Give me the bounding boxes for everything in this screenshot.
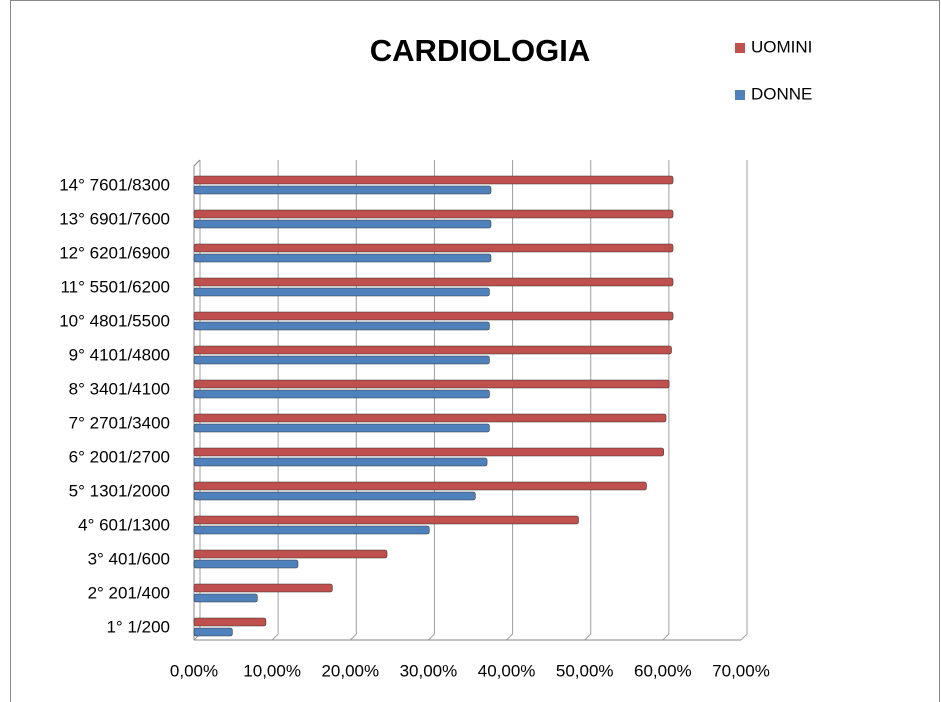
y-tick-label: 11° 5501/6200 — [60, 277, 170, 296]
y-tick-label: 3° 401/600 — [88, 549, 170, 568]
y-tick-label: 14° 7601/8300 — [59, 175, 170, 194]
bar — [193, 627, 233, 637]
x-tick-label: 20,00% — [321, 661, 379, 680]
bar — [193, 175, 674, 185]
bar — [193, 491, 476, 501]
y-tick-label: 2° 201/400 — [88, 583, 170, 602]
bar — [193, 447, 664, 457]
x-tick-label: 40,00% — [478, 661, 536, 680]
bar — [193, 559, 299, 569]
x-tick-label: 10,00% — [243, 661, 301, 680]
y-tick-label: 6° 2001/2700 — [69, 447, 170, 466]
y-tick-label: 10° 4801/5500 — [59, 311, 170, 330]
chart-border — [10, 0, 940, 702]
x-tick-label: 30,00% — [400, 661, 458, 680]
legend-swatch — [735, 90, 745, 100]
legend-swatch — [735, 43, 745, 53]
bar — [193, 209, 674, 219]
bar — [193, 243, 674, 253]
y-tick-label: 13° 6901/7600 — [59, 209, 170, 228]
grid-line — [506, 160, 514, 641]
bar — [193, 457, 488, 467]
chart-title: CARDIOLOGIA — [370, 33, 590, 68]
y-tick-label: 9° 4101/4800 — [69, 345, 170, 364]
bar — [193, 253, 492, 263]
bar — [193, 287, 490, 297]
bar — [193, 277, 674, 287]
y-tick-label: 1° 1/200 — [106, 617, 170, 636]
bar — [193, 321, 490, 331]
y-tick-label: 5° 1301/2000 — [69, 481, 170, 500]
bar — [193, 345, 672, 355]
bar — [193, 389, 490, 399]
bar — [193, 185, 492, 195]
y-tick-label: 7° 2701/3400 — [69, 413, 170, 432]
x-tick-label: 50,00% — [556, 661, 614, 680]
bar — [193, 583, 333, 593]
grid-line — [740, 160, 748, 641]
x-tick-label: 60,00% — [634, 661, 692, 680]
bar — [193, 525, 430, 535]
grid-line — [662, 160, 670, 641]
bar — [193, 413, 667, 423]
y-tick-label: 4° 601/1300 — [78, 515, 170, 534]
bar — [193, 379, 670, 389]
bar — [193, 593, 258, 603]
bar — [193, 355, 490, 365]
x-tick-label: 70,00% — [712, 661, 770, 680]
legend-label: DONNE — [751, 84, 812, 103]
grid-line — [349, 160, 357, 641]
bar — [193, 311, 674, 321]
bar — [193, 481, 647, 491]
y-tick-label: 12° 6201/6900 — [59, 243, 170, 262]
axis-line — [193, 159, 201, 640]
grid-line — [584, 160, 592, 641]
y-tick-label: 8° 3401/4100 — [69, 379, 170, 398]
bar — [193, 617, 267, 627]
bar — [193, 423, 490, 433]
x-tick-label: 0,00% — [170, 661, 218, 680]
bar — [193, 219, 492, 229]
bar — [193, 549, 388, 559]
legend-label: UOMINI — [751, 37, 812, 56]
bar — [193, 515, 579, 525]
grid-line — [428, 160, 435, 641]
